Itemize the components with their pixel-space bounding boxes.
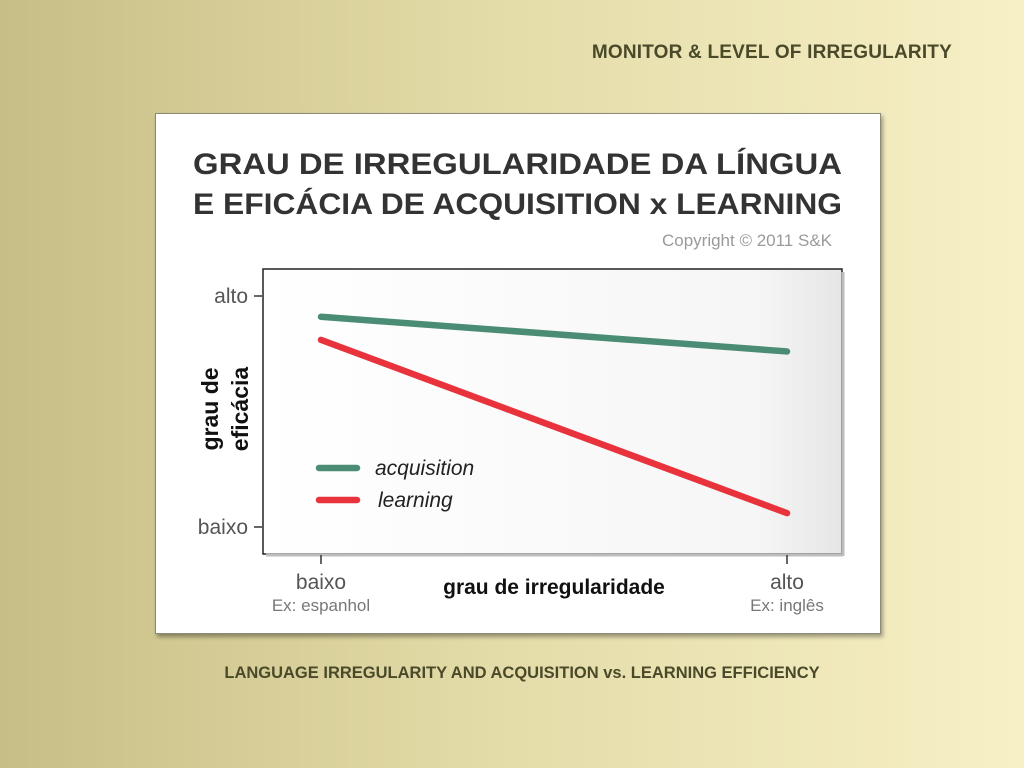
- plot-area: [262, 268, 843, 555]
- slide-title: MONITOR & LEVEL OF IRREGULARITY: [591, 42, 952, 63]
- chart-title-line2: E EFICÁCIA DE ACQUISITION x LEARNING: [193, 187, 842, 221]
- legend-label-acquisition: acquisition: [375, 457, 474, 480]
- x-tick-label: alto: [770, 571, 804, 594]
- y-tick-label: baixo: [198, 516, 248, 539]
- y-tick-label: alto: [214, 285, 248, 308]
- chart-svg: GRAU DE IRREGULARIDADE DA LÍNGUA E EFICÁ…: [193, 147, 845, 615]
- x-tick-sublabel: Ex: inglês: [750, 596, 824, 615]
- caption: LANGUAGE IRREGULARITY AND ACQUISITION vs…: [224, 664, 820, 682]
- y-axis-label-line2: eficácia: [227, 367, 253, 452]
- chart-panel: GRAU DE IRREGULARIDADE DA LÍNGUA E EFICÁ…: [155, 113, 881, 634]
- series-line-acquisition: [317, 313, 791, 355]
- chart-title-line1: GRAU DE IRREGULARIDADE DA LÍNGUA: [193, 147, 842, 181]
- y-axis-label-line1: grau de: [197, 367, 223, 450]
- copyright-text: Copyright © 2011 S&K: [662, 231, 833, 250]
- legend-label-learning: learning: [378, 489, 453, 512]
- x-tick-label: baixo: [296, 571, 346, 594]
- x-axis-label: grau de irregularidade: [443, 576, 665, 599]
- x-tick-sublabel: Ex: espanhol: [272, 596, 370, 615]
- series-line-learning: [317, 336, 791, 517]
